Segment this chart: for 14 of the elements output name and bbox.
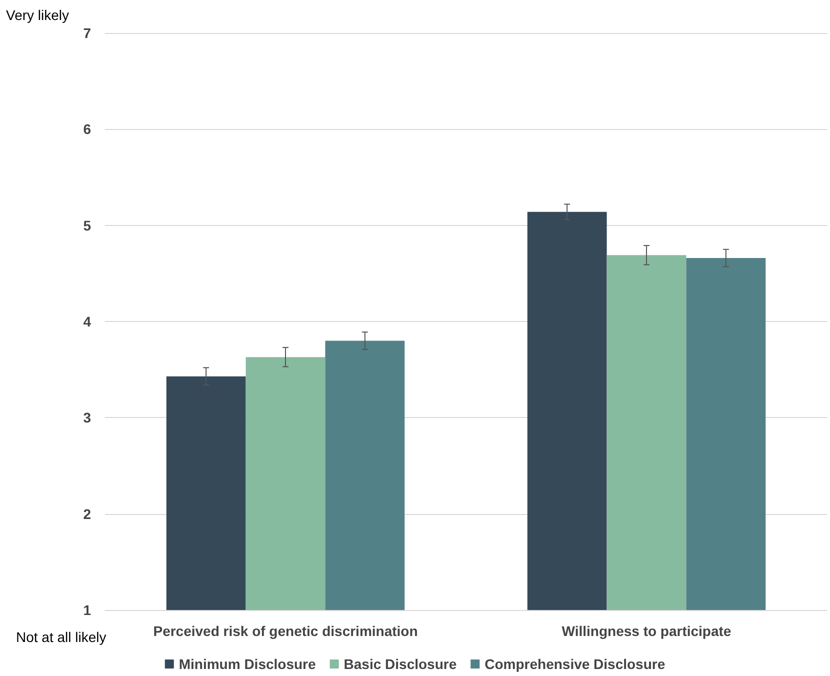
legend-label: Minimum Disclosure <box>178 656 316 672</box>
text: Very likely <box>6 7 70 23</box>
y-tick-label: 7 <box>83 25 92 41</box>
legend-label: Comprehensive Disclosure <box>484 656 666 672</box>
x-tick-label: Willingness to participate <box>562 623 732 639</box>
y-tick-label: 4 <box>83 314 92 330</box>
legend-label: Basic Disclosure <box>344 656 457 672</box>
y-tick-label: 1 <box>83 602 92 618</box>
y-tick-label: 5 <box>83 217 92 234</box>
x-tick-label: Perceived risk of genetic discrimination <box>153 623 418 639</box>
text: Not at all likely <box>16 629 106 645</box>
y-tick-label: 2 <box>83 506 92 522</box>
y-tick-label: 3 <box>83 410 92 426</box>
y-tick-label: 6 <box>83 121 92 138</box>
